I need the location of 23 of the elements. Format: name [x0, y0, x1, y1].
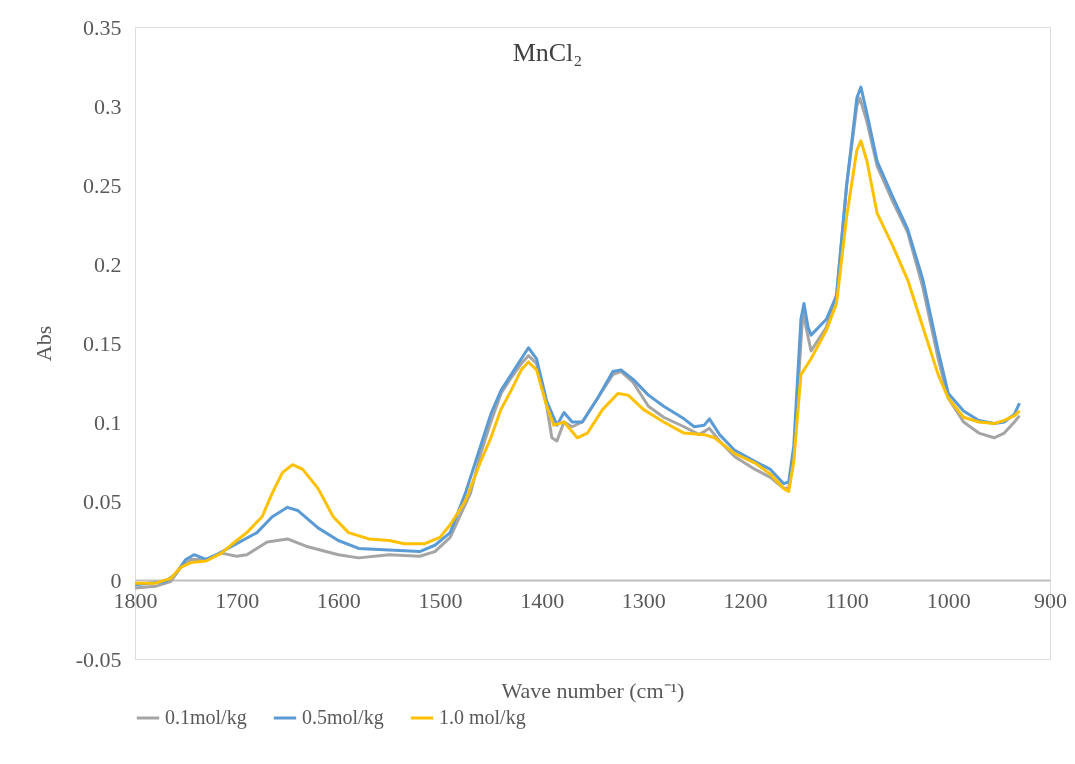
x-tick-label: 1700 — [215, 587, 260, 613]
y-tick-label: 0.05 — [83, 488, 122, 514]
y-tick-label: 0.3 — [94, 93, 122, 119]
y-tick-label: 0.1 — [94, 409, 122, 435]
y-tick-label: -0.05 — [75, 646, 122, 672]
x-tick-label: 1500 — [418, 587, 463, 613]
legend-label: 1.0 mol/kg — [439, 706, 526, 729]
x-axis-title: Wave number (cm⁻¹) — [501, 677, 685, 703]
y-tick-label: 0.35 — [83, 14, 122, 40]
chart-title: MnCl₂ — [512, 38, 583, 67]
x-tick-label: 1000 — [926, 587, 971, 613]
x-tick-label: 900 — [1034, 587, 1067, 613]
x-tick-label: 1400 — [520, 587, 565, 613]
x-tick-label: 1100 — [825, 587, 869, 613]
legend-label: 0.1mol/kg — [165, 706, 247, 729]
x-tick-label: 1300 — [621, 587, 666, 613]
legend-label: 0.5mol/kg — [302, 706, 384, 729]
y-tick-label: 0.25 — [83, 172, 122, 198]
y-axis-title: Abs — [30, 325, 56, 362]
y-tick-label: 0.15 — [83, 330, 122, 356]
y-tick-label: 0.2 — [94, 251, 122, 277]
x-tick-label: 1200 — [723, 587, 768, 613]
x-tick-label: 1600 — [316, 587, 361, 613]
